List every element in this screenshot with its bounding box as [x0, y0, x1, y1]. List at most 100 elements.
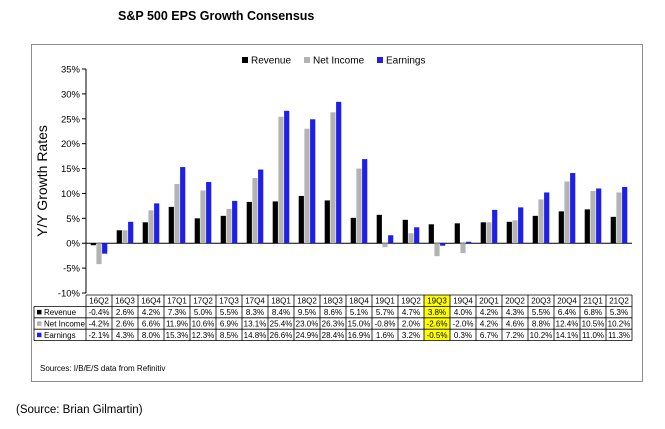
bar [532, 215, 538, 244]
bar [336, 101, 342, 244]
table-legend-swatch [37, 321, 42, 326]
table-legend-swatch [37, 332, 42, 338]
bar [570, 173, 576, 244]
y-tick-label: 15% [61, 164, 81, 175]
table-value-cell: 10.5% [582, 319, 605, 328]
table-value-cell: 15.0% [348, 319, 371, 328]
table-value-cell: 4.6% [506, 319, 524, 328]
table-value-cell: 8.6% [324, 308, 342, 317]
y-tick-label: 25% [61, 114, 81, 125]
bar [102, 243, 108, 254]
legend-label: Earnings [386, 56, 425, 67]
y-tick-label: 20% [61, 139, 81, 150]
bar [356, 168, 362, 244]
bar [180, 167, 186, 244]
y-tick-label: 0% [66, 239, 80, 250]
table-header-cell: 20Q3 [531, 297, 551, 306]
table-value-cell: 0.3% [454, 331, 472, 340]
bar [538, 199, 544, 244]
bar [350, 217, 356, 244]
bar [460, 243, 466, 254]
table-header-cell: 16Q3 [115, 297, 135, 306]
table-value-cell: 3.2% [402, 331, 420, 340]
legend-swatch [242, 57, 248, 63]
bar [252, 178, 258, 244]
table-header-cell: 17Q4 [245, 297, 265, 306]
table-header-cell: 19Q2 [401, 297, 421, 306]
bar [558, 211, 564, 244]
table-value-cell: 23.0% [296, 319, 319, 328]
chart-title: S&P 500 EPS Growth Consensus [118, 9, 315, 23]
legend-swatch [377, 57, 383, 63]
bar [616, 192, 622, 244]
table-header-cell: 20Q4 [557, 297, 577, 306]
table-value-cell: 6.6% [142, 319, 160, 328]
table-value-cell: 12.4% [556, 319, 579, 328]
y-axis-label: Y/Y Growth Rates [34, 125, 50, 237]
table-row-label: Revenue [44, 308, 77, 317]
y-tick-label: 10% [61, 189, 81, 200]
table-value-cell: 14.1% [556, 331, 579, 340]
bar [128, 221, 134, 244]
bar [544, 192, 550, 244]
bar [382, 243, 388, 248]
table-value-cell: 26.6% [270, 331, 293, 340]
table-header-cell: 19Q4 [453, 297, 473, 306]
bar [168, 206, 174, 244]
table-value-cell: 11.0% [582, 331, 604, 340]
table-header-cell: 18Q3 [323, 297, 343, 306]
bar [278, 116, 284, 244]
table-value-cell: 8.4% [272, 308, 290, 317]
table-value-cell: 6.9% [220, 319, 238, 328]
bar [486, 222, 492, 244]
bar [90, 243, 96, 246]
y-tick-label: -10% [58, 289, 81, 300]
bar [466, 241, 472, 244]
table-value-cell: 4.2% [480, 308, 498, 317]
table-value-cell: 14.8% [244, 331, 267, 340]
bar [590, 190, 596, 244]
table-value-cell: 8.0% [142, 331, 160, 340]
table-value-cell: -2.6% [427, 319, 448, 328]
table-legend-swatch [37, 309, 42, 315]
table-value-cell: 4.2% [480, 319, 498, 328]
table-value-cell: -4.2% [89, 319, 110, 328]
bar [116, 230, 122, 244]
y-tick-label: 5% [66, 214, 80, 225]
y-tick-label: -5% [63, 264, 80, 275]
bar [596, 188, 602, 244]
table-value-cell: 11.3% [608, 331, 630, 340]
table-value-cell: -2.0% [453, 319, 474, 328]
table-value-cell: 24.9% [296, 331, 319, 340]
bar [506, 221, 512, 244]
table-value-cell: 4.7% [402, 308, 420, 317]
bar [402, 219, 408, 244]
table-value-cell: 16.9% [348, 331, 371, 340]
table-value-cell: 10.2% [530, 331, 553, 340]
chart-svg: -10% -5% 0% 5% 10% 15% 20% 25% 30% 35% Y/Y Growth … [33, 56, 633, 342]
table-header-cell: 21Q2 [609, 297, 629, 306]
table-value-cell: -0.5% [427, 331, 448, 340]
table-value-cell: 2.6% [116, 308, 134, 317]
bar [220, 215, 226, 244]
bar [408, 233, 414, 244]
table-value-cell: -0.4% [89, 308, 110, 317]
table-value-cell: 3.8% [428, 308, 446, 317]
table-value-cell: 7.3% [168, 308, 186, 317]
table-value-cell: 6.4% [558, 308, 576, 317]
bar [304, 128, 310, 244]
bar [492, 209, 498, 244]
table-header-cell: 19Q1 [375, 297, 395, 306]
bar [330, 112, 336, 244]
bar [200, 190, 206, 244]
table-value-cell: 6.7% [480, 331, 498, 340]
bar [440, 243, 446, 246]
y-tick-label: 35% [61, 65, 81, 76]
source-note: Sources: I/B/E/S data from Refinitiv [40, 364, 166, 373]
table-value-cell: 2.0% [402, 319, 420, 328]
bar [362, 159, 368, 244]
bar [414, 227, 420, 244]
bar [206, 181, 212, 244]
table-value-cell: -0.8% [375, 319, 396, 328]
table-header-cell: 18Q2 [297, 297, 317, 306]
